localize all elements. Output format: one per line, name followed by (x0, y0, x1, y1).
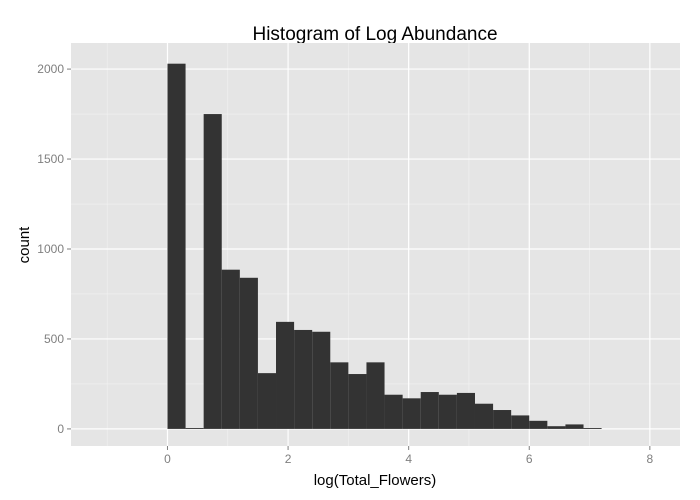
histogram-bar (185, 428, 204, 429)
x-tick-label: 4 (405, 452, 412, 466)
histogram-bar (221, 269, 240, 429)
histogram-bar (565, 424, 584, 429)
histogram-bar (402, 398, 421, 429)
histogram-bar (583, 428, 602, 429)
histogram-bar (420, 392, 439, 429)
x-tick-label: 6 (526, 452, 533, 466)
histogram-bar (547, 426, 566, 429)
histogram-bar (312, 331, 331, 429)
histogram-bar (167, 63, 186, 429)
histogram-bar (203, 114, 222, 429)
x-tick-label: 2 (285, 452, 292, 466)
histogram-bar (474, 403, 494, 429)
histogram-bar (456, 392, 475, 429)
histogram-bar (529, 420, 548, 429)
y-tick-label: 0 (57, 422, 64, 436)
histogram-bar (438, 394, 457, 429)
histogram-bar (366, 362, 385, 429)
x-tick-label: 0 (164, 452, 171, 466)
x-tick-label: 8 (647, 452, 654, 466)
histogram-bar (511, 415, 530, 429)
y-tick-label: 1000 (37, 242, 64, 256)
histogram-bar (493, 410, 512, 429)
histogram-bar (330, 362, 349, 429)
histogram-bars (167, 63, 602, 429)
y-axis-ticks: 0 500 1000 1500 2000 (37, 62, 71, 436)
histogram-bar (257, 373, 277, 429)
histogram-bar (239, 277, 258, 429)
histogram-bar (348, 374, 367, 429)
histogram-bar (384, 394, 403, 429)
y-tick-label: 2000 (37, 62, 64, 76)
y-tick-label: 500 (44, 332, 64, 346)
x-axis-title: log(Total_Flowers) (314, 472, 437, 489)
chart-title: Histogram of Log Abundance (252, 24, 497, 45)
histogram-bar (294, 329, 313, 429)
histogram-bar (276, 321, 295, 429)
y-axis-title: count (16, 226, 33, 264)
y-tick-label: 1500 (37, 152, 64, 166)
x-axis-ticks: 0 2 4 6 8 (164, 446, 654, 466)
